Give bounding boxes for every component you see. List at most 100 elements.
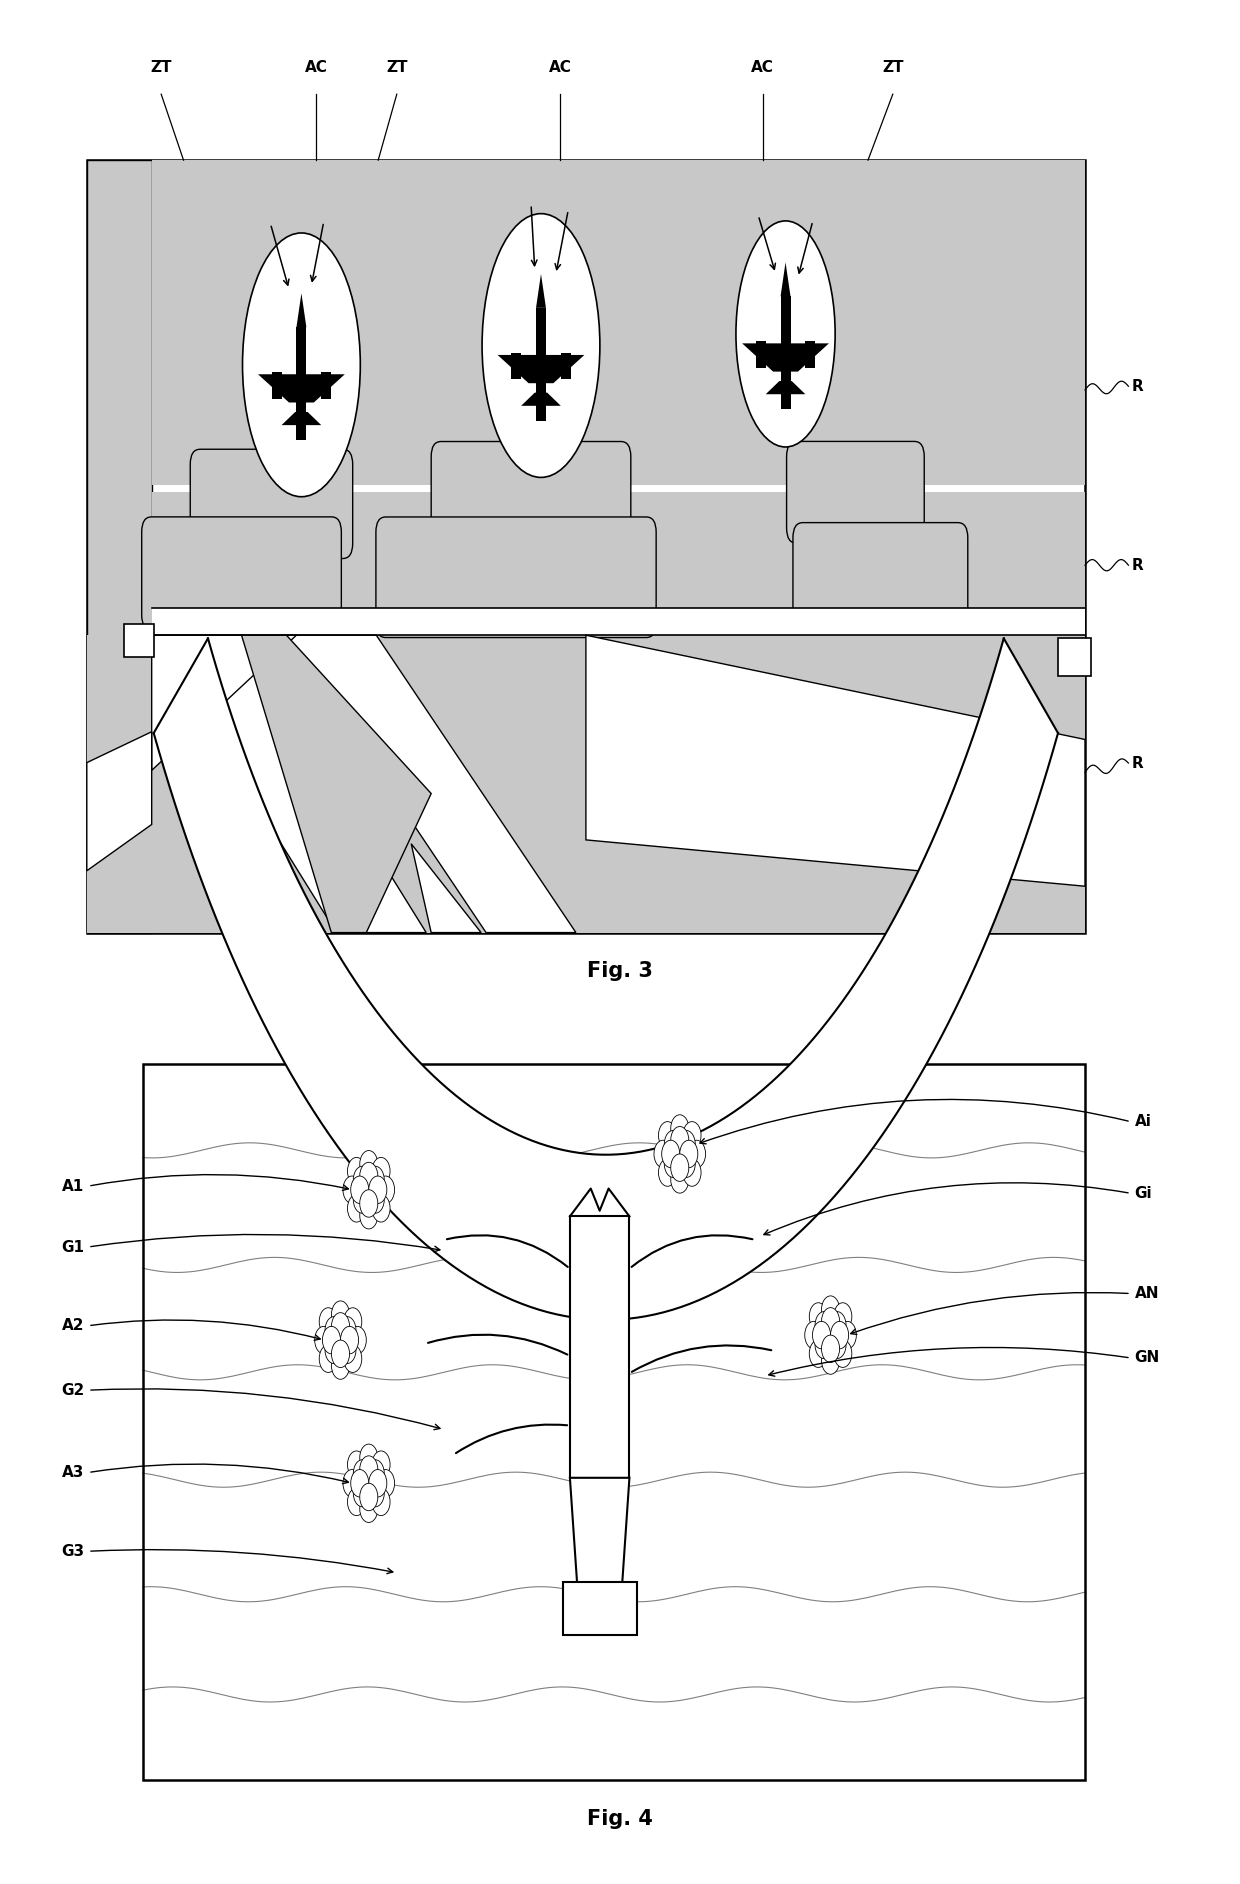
Circle shape [671,1127,688,1153]
Circle shape [665,1149,682,1178]
Circle shape [671,1140,688,1168]
Circle shape [822,1296,839,1323]
Polygon shape [765,381,806,394]
Text: AC: AC [305,60,327,75]
Polygon shape [570,1217,630,1477]
Polygon shape [560,352,570,379]
Circle shape [343,1345,362,1372]
Bar [87,160,1085,933]
Circle shape [677,1130,696,1159]
Text: Ai: Ai [1135,1113,1152,1129]
Text: R: R [1132,558,1143,573]
Circle shape [822,1336,839,1362]
Circle shape [372,1488,391,1515]
Polygon shape [585,635,1085,885]
Text: A3: A3 [62,1466,84,1481]
Circle shape [343,1307,362,1336]
Circle shape [360,1202,378,1228]
Circle shape [331,1353,350,1379]
Polygon shape [154,639,1058,1321]
Polygon shape [806,341,816,367]
Circle shape [331,1300,350,1328]
Polygon shape [258,375,345,403]
Circle shape [815,1311,833,1340]
Circle shape [687,1140,706,1168]
Text: GN: GN [1135,1351,1159,1366]
Circle shape [347,1194,366,1223]
Circle shape [372,1157,391,1185]
Circle shape [658,1159,677,1187]
Text: AC: AC [549,60,572,75]
Circle shape [810,1302,827,1330]
Polygon shape [281,413,321,426]
Circle shape [366,1460,384,1486]
Circle shape [653,1140,672,1168]
Text: AC: AC [751,60,774,75]
Circle shape [831,1321,848,1349]
Polygon shape [296,294,306,328]
Polygon shape [781,296,791,409]
Text: A2: A2 [62,1319,84,1334]
Circle shape [319,1307,337,1336]
Polygon shape [497,354,584,382]
FancyBboxPatch shape [376,516,656,637]
Circle shape [360,1191,378,1217]
FancyBboxPatch shape [786,441,924,543]
Polygon shape [272,373,281,399]
Circle shape [368,1470,387,1498]
Circle shape [822,1307,839,1336]
Circle shape [347,1451,366,1479]
Ellipse shape [735,220,836,447]
Circle shape [815,1332,833,1358]
Text: G3: G3 [61,1543,84,1558]
Circle shape [828,1311,846,1340]
Polygon shape [151,492,1085,639]
Circle shape [339,1336,356,1364]
Polygon shape [124,624,154,658]
Circle shape [347,1157,366,1185]
Circle shape [348,1326,366,1355]
Circle shape [372,1451,391,1479]
Circle shape [665,1130,682,1159]
Circle shape [680,1140,698,1168]
Polygon shape [296,328,306,441]
Circle shape [377,1470,394,1498]
Text: AN: AN [1135,1287,1159,1302]
Circle shape [372,1194,391,1223]
FancyBboxPatch shape [432,441,631,550]
Polygon shape [521,392,560,405]
Circle shape [343,1470,361,1498]
Text: Gi: Gi [1135,1185,1152,1200]
Text: ZT: ZT [386,60,408,75]
Ellipse shape [243,234,361,497]
Circle shape [353,1166,371,1194]
Circle shape [360,1456,378,1483]
Circle shape [833,1302,852,1330]
Circle shape [360,1470,378,1498]
Circle shape [366,1166,384,1194]
Circle shape [368,1176,387,1204]
Circle shape [671,1166,688,1193]
Circle shape [366,1479,384,1507]
Text: ZT: ZT [882,60,904,75]
Polygon shape [755,341,765,367]
Circle shape [351,1176,368,1204]
Circle shape [833,1340,852,1368]
FancyBboxPatch shape [141,516,341,629]
Circle shape [810,1340,827,1368]
Circle shape [683,1159,701,1187]
Circle shape [353,1185,371,1213]
Circle shape [325,1317,343,1343]
Polygon shape [1058,639,1090,676]
Text: Fig. 4: Fig. 4 [587,1809,653,1829]
Circle shape [360,1162,378,1191]
Text: G2: G2 [61,1383,84,1398]
Polygon shape [286,635,575,933]
Circle shape [658,1121,677,1149]
Polygon shape [87,635,1085,933]
Polygon shape [87,160,151,933]
Circle shape [677,1149,696,1178]
Circle shape [353,1479,371,1507]
Circle shape [360,1176,378,1204]
Polygon shape [412,844,481,933]
